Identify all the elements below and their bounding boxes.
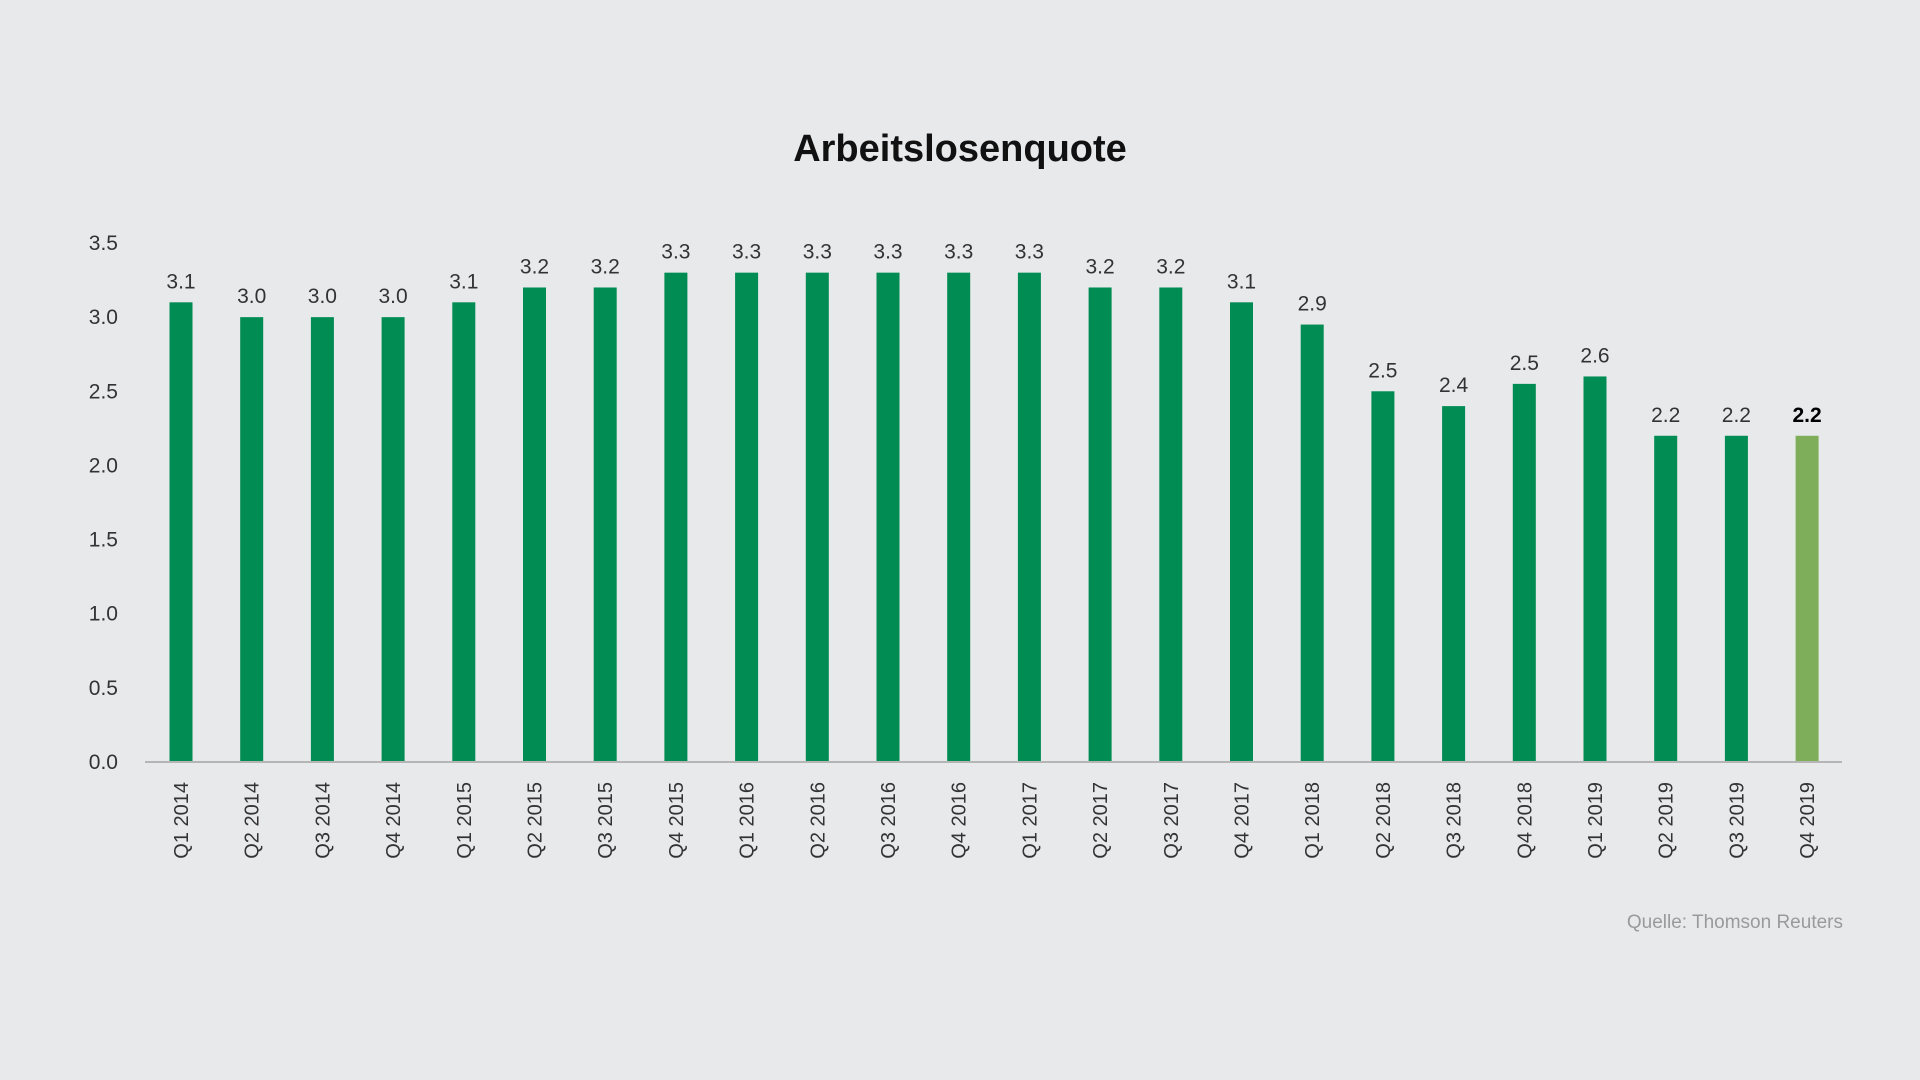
data-label: 2.2: [1722, 404, 1751, 427]
bar: [240, 317, 264, 762]
bar: [1371, 391, 1395, 762]
x-tick-label: Q4 2017: [1232, 782, 1254, 859]
bar: [169, 302, 193, 762]
bar: [947, 272, 971, 762]
data-label: 3.3: [944, 241, 973, 264]
bar: [1088, 287, 1112, 762]
data-label: 3.1: [166, 270, 195, 293]
bar: [1230, 302, 1253, 762]
bar: [735, 272, 759, 762]
data-label: 3.3: [732, 241, 761, 264]
x-tick-label: Q4 2014: [383, 782, 405, 859]
y-tick-label: 3.5: [89, 232, 118, 255]
bar: [1795, 435, 1819, 762]
x-tick-label: Q3 2019: [1726, 782, 1748, 859]
bar: [523, 287, 546, 762]
data-label: 2.5: [1368, 359, 1397, 382]
x-tick-label: Q4 2018: [1514, 782, 1536, 859]
bar: [664, 272, 688, 762]
source-note: Quelle: Thomson Reuters: [1626, 912, 1843, 933]
x-tick-label: Q2 2016: [807, 782, 829, 859]
x-axis-ticks: Q1 2014 Q2 2014 Q3 2014 Q4 2014 Q1 2015 Q2 20…: [171, 782, 1819, 859]
x-tick-label: Q3 2014: [312, 782, 334, 859]
bar: [1300, 324, 1324, 762]
bar: [1724, 435, 1748, 762]
y-tick-label: 0.0: [89, 751, 118, 774]
x-tick-label: Q2 2018: [1373, 782, 1395, 859]
x-tick-label: Q1 2017: [1019, 782, 1041, 859]
bar: [805, 272, 829, 762]
y-tick-label: 1.0: [89, 603, 118, 626]
data-label: 3.0: [308, 285, 337, 308]
x-tick-label: Q1 2015: [454, 782, 476, 859]
x-tick-label: Q3 2018: [1444, 782, 1466, 859]
x-tick-label: Q3 2015: [595, 782, 617, 859]
data-label: 3.1: [449, 270, 478, 293]
x-tick-label: Q2 2014: [242, 782, 264, 859]
data-labels: 3.1 3.0 3.0 3.0 3.1 3.2 3.2 3.3 3.3 3.3 3.3 3.3 3.3 3…: [166, 241, 1821, 427]
data-label: 3.3: [873, 241, 902, 264]
bar: [1583, 376, 1607, 762]
data-label: 3.2: [520, 255, 549, 278]
x-tick-label: Q1 2018: [1302, 782, 1324, 859]
data-label: 2.2: [1792, 404, 1821, 427]
bar: [310, 317, 334, 762]
chart-title: Arbeitslosenquote: [793, 128, 1127, 170]
data-label: 2.9: [1298, 293, 1327, 316]
bar: [1017, 272, 1041, 762]
y-tick-label: 0.5: [89, 677, 118, 700]
bar: [593, 287, 617, 762]
y-tick-label: 2.0: [89, 454, 118, 477]
x-tick-label: Q3 2017: [1161, 782, 1183, 859]
bar: [452, 302, 476, 762]
data-label: 3.0: [378, 285, 407, 308]
x-tick-label: Q2 2019: [1656, 782, 1678, 859]
bar: [1654, 435, 1678, 762]
x-tick-label: Q1 2016: [737, 782, 759, 859]
bar: [1512, 383, 1536, 762]
bar: [1442, 406, 1466, 762]
data-label: 3.2: [1085, 255, 1114, 278]
y-tick-label: 1.5: [89, 529, 118, 552]
bar: [1159, 287, 1183, 762]
x-tick-label: Q4 2016: [949, 782, 971, 859]
data-label: 3.2: [1156, 255, 1185, 278]
data-label: 3.3: [803, 241, 832, 264]
data-label: 2.6: [1580, 344, 1609, 367]
y-axis-ticks: 0.0 0.5 1.0 1.5 2.0 2.5 3.0 3.5: [89, 232, 118, 774]
x-tick-label: Q1 2019: [1585, 782, 1607, 859]
y-tick-label: 3.0: [89, 306, 118, 329]
x-tick-label: Q4 2015: [666, 782, 688, 859]
data-label: 3.3: [661, 241, 690, 264]
data-label: 2.5: [1510, 352, 1539, 375]
bar: [381, 317, 405, 762]
data-label: 3.2: [591, 255, 620, 278]
x-tick-label: Q2 2017: [1090, 782, 1112, 859]
bar: [876, 272, 900, 762]
data-label: 3.0: [237, 285, 266, 308]
x-tick-label: Q1 2014: [171, 782, 193, 859]
y-tick-label: 2.5: [89, 380, 118, 403]
data-label: 2.4: [1439, 374, 1469, 397]
data-label: 2.2: [1651, 404, 1680, 427]
bars: [169, 272, 1819, 762]
x-tick-label: Q4 2019: [1797, 782, 1819, 859]
data-label: 3.1: [1227, 270, 1256, 293]
x-tick-label: Q3 2016: [878, 782, 900, 859]
x-tick-label: Q2 2015: [525, 782, 547, 859]
data-label: 3.3: [1015, 241, 1044, 264]
